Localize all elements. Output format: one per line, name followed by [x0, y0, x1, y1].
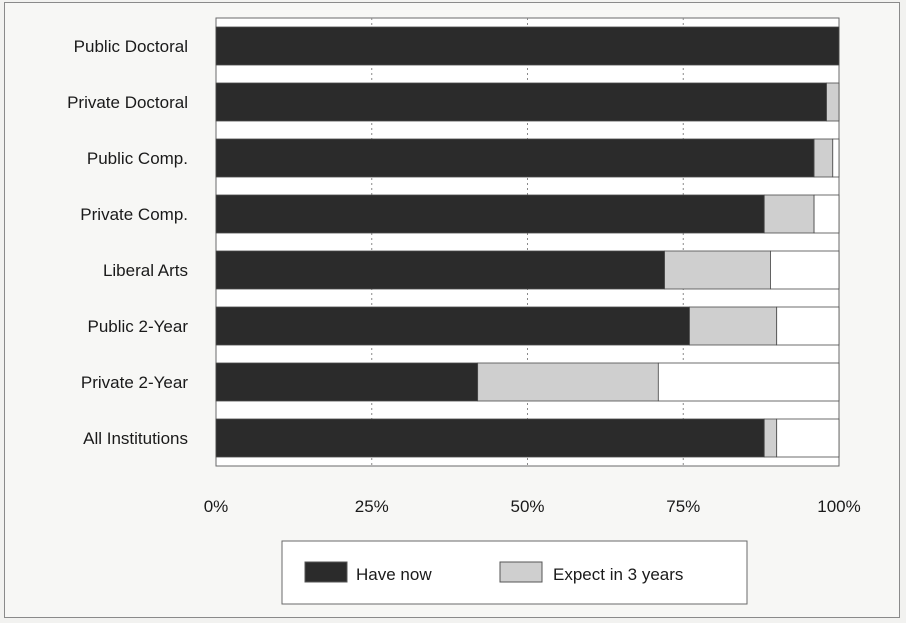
category-labels: Public Doctoral Private Doctoral Public Co…	[67, 37, 188, 448]
category-label: Public Doctoral	[74, 37, 188, 56]
bar-remainder	[776, 418, 840, 458]
bar-remainder	[832, 138, 840, 178]
x-tick-labels: 0% 25% 50% 75% 100%	[204, 497, 861, 516]
category-label: Private 2-Year	[81, 373, 188, 392]
legend-swatch-expect	[499, 561, 543, 583]
bar-have-now	[215, 250, 665, 290]
bar-have-now	[215, 362, 479, 402]
legend-label-have-now: Have now	[356, 565, 432, 584]
bars-group	[215, 26, 840, 458]
bar-expect-3-years	[826, 82, 840, 122]
x-tick-label: 50%	[510, 497, 544, 516]
bar-expect-3-years	[664, 250, 771, 290]
bar-expect-3-years	[689, 306, 778, 346]
bar-remainder	[776, 306, 840, 346]
x-tick-label: 75%	[666, 497, 700, 516]
category-label: Public 2-Year	[88, 317, 189, 336]
bar-have-now	[215, 194, 765, 234]
bar-have-now	[215, 26, 840, 66]
x-tick-label: 100%	[817, 497, 860, 516]
legend: Have now Expect in 3 years	[281, 540, 748, 605]
legend-swatch-have-now	[304, 561, 348, 583]
bar-have-now	[215, 82, 827, 122]
category-label: Public Comp.	[87, 149, 188, 168]
bar-expect-3-years	[763, 194, 815, 234]
bar-expect-3-years	[477, 362, 659, 402]
bar-remainder	[657, 362, 840, 402]
bar-remainder	[813, 194, 840, 234]
category-label: Private Comp.	[80, 205, 188, 224]
bar-have-now	[215, 418, 765, 458]
bar-expect-3-years	[813, 138, 834, 178]
bar-have-now	[215, 138, 815, 178]
category-label: Liberal Arts	[103, 261, 188, 280]
x-tick-label: 25%	[355, 497, 389, 516]
x-tick-label: 0%	[204, 497, 229, 516]
legend-label-expect: Expect in 3 years	[553, 565, 683, 584]
bar-have-now	[215, 306, 690, 346]
category-label: All Institutions	[83, 429, 188, 448]
bar-expect-3-years	[763, 418, 778, 458]
category-label: Private Doctoral	[67, 93, 188, 112]
bar-remainder	[770, 250, 840, 290]
